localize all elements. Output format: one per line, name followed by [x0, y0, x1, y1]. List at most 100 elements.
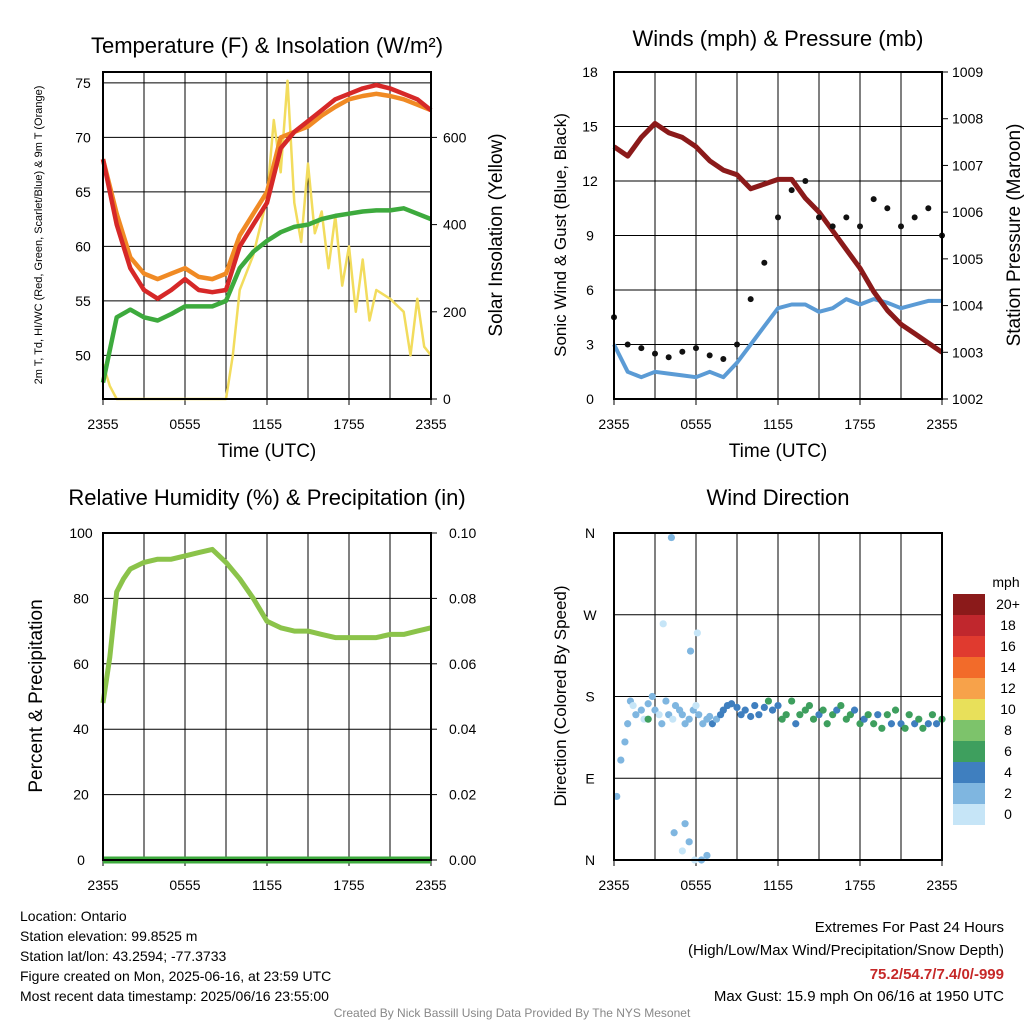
- data-point: [870, 720, 878, 728]
- x-tick-label: 2355: [87, 877, 118, 893]
- legend-swatch: [953, 615, 985, 636]
- y-tick-label: 55: [75, 293, 91, 309]
- data-point: [774, 701, 782, 710]
- legend-swatch: [953, 720, 985, 741]
- y2-tick-label: 1008: [952, 111, 983, 127]
- data-point: [632, 711, 640, 719]
- y2-tick-label: 200: [443, 304, 467, 320]
- x-tick-label: 2355: [926, 416, 957, 432]
- data-point: [829, 223, 836, 230]
- data-point: [685, 838, 693, 846]
- x-tick-label: 2355: [415, 416, 446, 432]
- chart-title: Wind Direction: [706, 485, 849, 510]
- x-axis-label: Time (UTC): [218, 441, 317, 462]
- data-point: [695, 711, 703, 719]
- data-point: [685, 715, 693, 723]
- data-point: [870, 196, 877, 203]
- legend-label: 0: [1004, 806, 1012, 822]
- x-tick-label: 1755: [333, 416, 364, 432]
- data-point: [792, 720, 800, 728]
- created-text: Figure created on Mon, 2025-06-16, at 23…: [20, 968, 332, 984]
- data-point: [905, 711, 913, 719]
- series-line: [100, 546, 432, 704]
- y-tick-label: 75: [75, 75, 91, 91]
- legend-swatch: [953, 594, 985, 615]
- data-point: [864, 711, 872, 719]
- legend-swatch: [953, 783, 985, 804]
- max-gust-text: Max Gust: 15.9 mph On 06/16 at 1950 UTC: [713, 988, 1004, 1005]
- data-point: [788, 697, 796, 705]
- y2-tick-label: 0.00: [449, 852, 476, 868]
- x-tick-label: 1155: [252, 416, 282, 432]
- data-point: [796, 711, 804, 719]
- extremes-title: Extremes For Past 24 Hours: [814, 919, 1004, 936]
- data-point: [720, 356, 727, 363]
- y2-axis-label: Solar Insolation (Yellow): [486, 133, 507, 336]
- legend-label: 12: [1000, 680, 1016, 696]
- x-tick-label: 1755: [844, 416, 875, 432]
- x-tick-label: 0555: [680, 877, 711, 893]
- data-point: [802, 178, 809, 184]
- y2-tick-label: 1007: [952, 157, 983, 173]
- y-tick-label: S: [585, 689, 594, 705]
- y-tick-label: 15: [582, 119, 598, 135]
- data-point: [901, 724, 909, 732]
- plot-border: [613, 532, 943, 861]
- y-tick-label: 6: [586, 282, 594, 298]
- legend-label: 18: [1000, 617, 1016, 633]
- legend-title: mph: [992, 574, 1019, 590]
- y-tick-label: 0: [77, 852, 85, 868]
- y-tick-label: 18: [582, 64, 598, 80]
- credit-text: Created By Nick Bassill Using Data Provi…: [333, 1006, 691, 1020]
- x-axis-label: Time (UTC): [729, 441, 828, 462]
- data-point: [915, 715, 923, 723]
- data-point: [655, 711, 663, 719]
- data-point: [667, 533, 676, 542]
- data-point: [788, 187, 795, 194]
- legend-label: 8: [1004, 722, 1012, 738]
- data-point: [843, 214, 850, 221]
- chart-title: Temperature (F) & Insolation (W/m²): [91, 33, 443, 58]
- plot-border: [613, 71, 943, 400]
- legend-swatch: [953, 678, 985, 699]
- data-point: [874, 711, 882, 719]
- x-tick-label: 0555: [169, 416, 200, 432]
- data-point: [638, 345, 645, 352]
- location-text: Location: Ontario: [20, 908, 127, 924]
- legend-label: 4: [1004, 764, 1012, 780]
- legend-label: 16: [1000, 638, 1016, 654]
- y-tick-label: 60: [75, 238, 91, 254]
- x-tick-label: 2355: [926, 877, 957, 893]
- y-axis-label: Direction (Colored By Speed): [551, 585, 570, 806]
- y-tick-label: 12: [582, 173, 598, 189]
- data-point: [924, 720, 932, 728]
- series-line: [612, 120, 944, 355]
- legend-label: 14: [1000, 659, 1016, 675]
- y-axis-label: Percent & Precipitation: [26, 599, 47, 792]
- data-point: [652, 350, 658, 357]
- y-tick-label: 80: [73, 590, 89, 606]
- legend-swatch: [953, 762, 985, 783]
- y-tick-label: 50: [75, 347, 91, 363]
- data-point: [693, 629, 701, 637]
- y-tick-label: 40: [73, 721, 89, 737]
- data-point: [768, 706, 777, 714]
- data-point: [670, 829, 678, 837]
- data-point: [706, 352, 713, 359]
- data-point: [883, 711, 891, 719]
- series-line: [100, 206, 432, 384]
- data-point: [816, 214, 822, 221]
- y2-tick-label: 1005: [952, 251, 983, 267]
- legend-swatch: [953, 699, 985, 720]
- data-point: [629, 701, 637, 710]
- data-point: [734, 341, 740, 348]
- data-point: [624, 720, 632, 728]
- data-point: [878, 724, 886, 732]
- data-point: [764, 697, 773, 705]
- data-point: [775, 214, 781, 221]
- data-point: [751, 701, 759, 710]
- series-line: [100, 91, 432, 282]
- legend-swatch: [953, 657, 985, 678]
- y-axis-label: 2m T, Td, HI/WC (Red, Green, Scarlet/Blu…: [33, 86, 45, 385]
